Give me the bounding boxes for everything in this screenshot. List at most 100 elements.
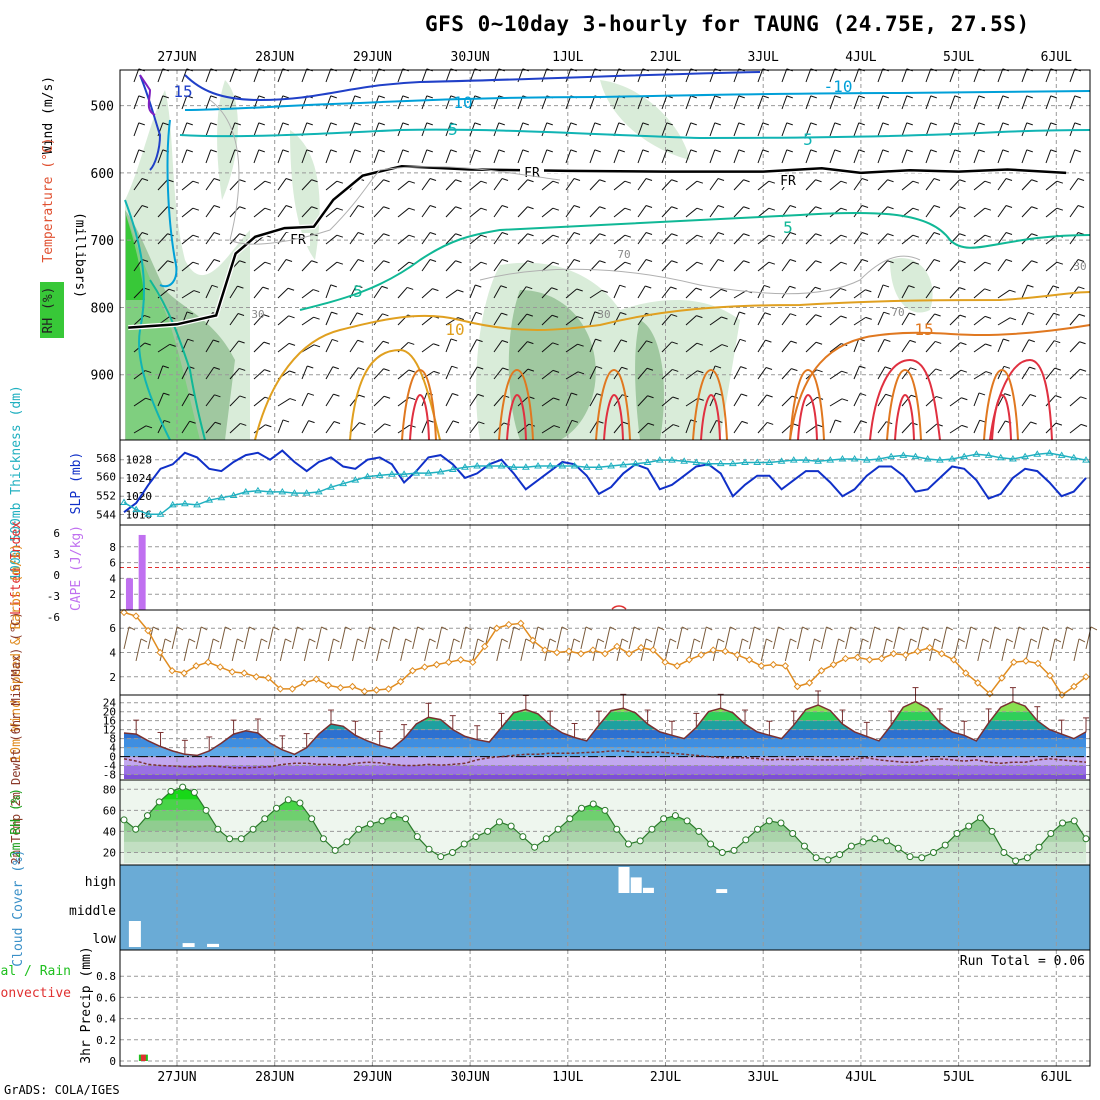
wind10-marker: [120, 608, 128, 617]
wind-barb-flag: [984, 261, 992, 265]
temp-band: [124, 729, 1086, 739]
wind-barb: [181, 290, 195, 299]
thickness-marker: [935, 456, 944, 463]
wind-barb: [925, 68, 932, 83]
rh-marker: [132, 825, 140, 833]
wind-barb: [325, 68, 332, 83]
wind-barb: [421, 95, 428, 110]
wind-barb-flag: [357, 339, 364, 343]
wind-barb: [949, 149, 956, 164]
wind-barb: [301, 149, 308, 164]
wind-barb-flag: [930, 95, 937, 99]
temp-tick-label: 12: [103, 724, 116, 737]
cloud-level-label: middle: [69, 904, 116, 919]
rh-band: [124, 820, 1086, 832]
wind-barb-flag: [282, 419, 290, 423]
thickness-marker: [339, 479, 348, 487]
wind-barb: [325, 421, 335, 434]
wind-barb-flag: [646, 340, 653, 344]
rh-marker: [671, 812, 679, 820]
wind-barb-flag: [984, 315, 992, 319]
wind-barb: [157, 68, 164, 83]
wind-barb: [685, 207, 698, 218]
wind-barb-flag: [285, 205, 293, 209]
wind-barb: [1069, 341, 1080, 353]
wind-barb-flag: [526, 313, 533, 317]
rh-marker: [190, 788, 198, 796]
top-date-label: 29JUN: [353, 50, 392, 65]
wind-barb-flag: [935, 368, 942, 372]
wind-barb-flag: [1079, 368, 1087, 372]
wind-barb-flag: [714, 95, 721, 99]
wind-barb-flag: [573, 178, 581, 182]
wind10-barb: [977, 638, 984, 662]
rh-marker: [355, 825, 363, 833]
precip-legend-convective: Convective: [0, 986, 71, 1001]
wind-barb: [301, 179, 312, 191]
wind-barb: [829, 343, 842, 353]
thickness-marker: [814, 457, 822, 464]
rh-band: [124, 831, 1086, 842]
rh-marker: [378, 817, 386, 825]
wind-barb: [253, 396, 266, 407]
wind10-marker: [781, 662, 790, 670]
wind-barb-flag: [1078, 313, 1086, 317]
wind-barb: [709, 288, 722, 299]
wind-barb-flag: [450, 95, 457, 99]
wind10-barb: [556, 626, 563, 650]
wind-barb-flag: [738, 122, 745, 126]
wind10-marker: [168, 667, 176, 675]
wind10-barb-flag: [814, 638, 821, 643]
wind-barb-flag: [527, 341, 534, 345]
wind-barb-flag: [1027, 284, 1034, 288]
li-tick-label: 6: [53, 527, 60, 540]
wind-barb-flag: [789, 259, 797, 263]
wind-barb-field: [133, 68, 1088, 434]
freezing-level-line: [128, 164, 1067, 329]
wind-barb-flag: [861, 232, 869, 236]
wind-barb-flag: [768, 234, 776, 238]
wind10-barb-flag: [573, 638, 581, 643]
wind-barb-flag: [959, 206, 966, 210]
wind-barb: [685, 122, 692, 137]
rh-marker: [343, 838, 351, 846]
wind-barb: [997, 122, 1004, 137]
wind-barb-flag: [671, 206, 678, 210]
rh-marker: [226, 835, 234, 843]
wind-barb-flag: [618, 122, 625, 126]
wind-barb: [637, 95, 644, 110]
wind-barb: [157, 420, 165, 434]
wind-barb: [181, 366, 189, 380]
wind10-barb-flag: [982, 638, 989, 643]
temp-band: [124, 720, 1086, 730]
wind10-barb: [869, 626, 876, 650]
wind-barb: [685, 180, 698, 191]
wind-barb-flag: [163, 392, 170, 396]
rh-marker: [578, 804, 586, 812]
wind-barb: [901, 394, 912, 407]
rh-marker: [1000, 848, 1008, 856]
wind10-barb-flag: [970, 626, 977, 631]
wind-barb-flag: [457, 317, 465, 321]
temperature-axis-label: Temperature (°C): [41, 137, 56, 262]
wind-barb: [685, 149, 692, 164]
wind-barb-flag: [313, 344, 321, 348]
wind10-marker: [156, 648, 164, 657]
wind-barb: [157, 343, 171, 353]
wind-barb-flag: [1056, 207, 1064, 211]
wind-barb-flag: [933, 178, 941, 182]
wind-barb-flag: [721, 316, 728, 320]
rh-marker: [167, 787, 175, 795]
thickness-marker: [290, 489, 299, 496]
wind-barb: [445, 68, 452, 83]
wind-barb: [805, 122, 812, 137]
wind-barb-flag: [402, 122, 409, 126]
pressure-axis-label: (millibars): [72, 212, 87, 298]
wind-barb: [757, 122, 764, 137]
wind-barb: [973, 315, 986, 326]
wind-barb: [157, 260, 168, 272]
wind10-marker: [348, 682, 357, 691]
wind-barb-flag: [1052, 285, 1060, 289]
wind-barb-flag: [624, 261, 632, 265]
wind10-barb-flag: [754, 626, 761, 631]
